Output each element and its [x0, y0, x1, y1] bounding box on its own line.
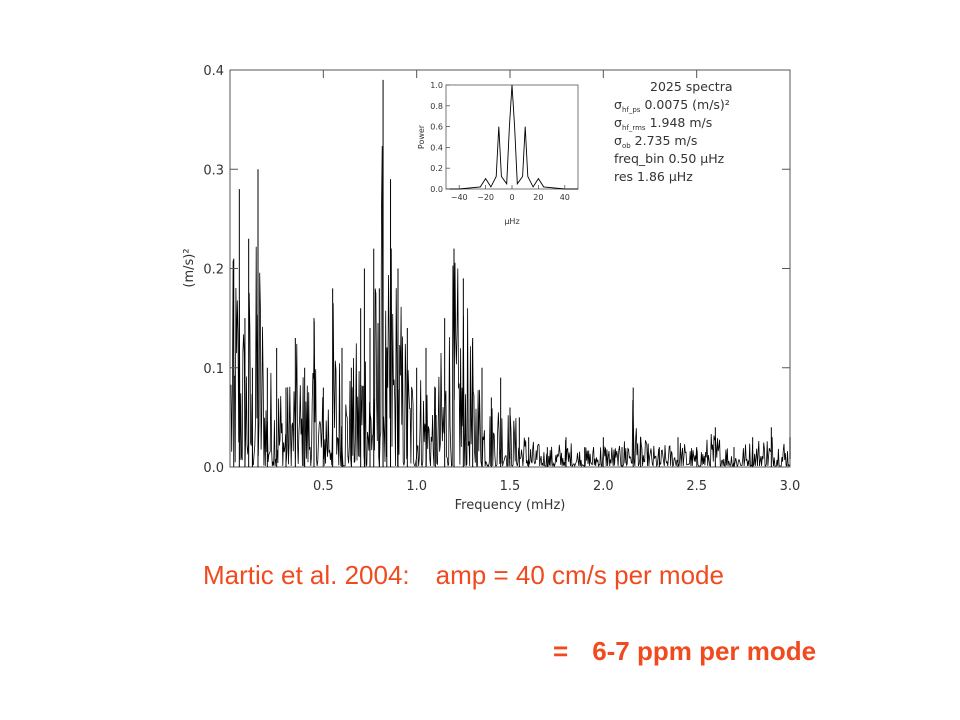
- legend-line: res 1.86 μHz: [614, 169, 693, 184]
- inset-y-tick-label: 0.8: [430, 102, 443, 111]
- main-spectrum-trace: [230, 79, 791, 468]
- x-tick-label: 1.0: [406, 479, 427, 494]
- main-axes: 0.5 1.0 1.5 2.0 2.5 3.0 0.0 0.1 0.2 0.3 0.4: [203, 64, 800, 494]
- y-tick-label: 0.0: [203, 461, 224, 476]
- inset-background: [446, 85, 578, 189]
- legend-line: σhf_ps 0.0075 (m/s)²: [614, 97, 730, 114]
- inset-x-tick-label: −40: [451, 193, 468, 202]
- x-axis-label: Frequency (mHz): [455, 498, 566, 513]
- inset-x-axis-label: μHz: [504, 217, 519, 226]
- x-tick-label: 0.5: [313, 479, 334, 494]
- legend-line: freq_bin 0.50 μHz: [614, 151, 725, 166]
- inset-y-tick-label: 0.4: [430, 143, 443, 152]
- inset-window-function-trace: [446, 84, 578, 190]
- inset-x-tick-label: 20: [533, 193, 543, 202]
- legend-title: 2025 spectra: [650, 79, 733, 94]
- x-tick-label: 2.5: [686, 479, 707, 494]
- inset-x-tick-label: 0: [509, 193, 514, 202]
- inset-axes: −40 −20 0 20 40 0.0 0.2 0.4 0.6 0.8 1.0: [430, 81, 570, 202]
- inset-y-tick-label: 0.2: [430, 164, 443, 173]
- legend-line: σob 2.735 m/s: [614, 133, 697, 150]
- inset-x-tick-label: −20: [477, 193, 494, 202]
- caption-reference: Martic et al. 2004: amp = 40 cm/s per mod…: [203, 560, 724, 591]
- y-tick-label: 0.2: [203, 263, 224, 278]
- caption-ppm: 6-7 ppm per mode: [592, 636, 817, 666]
- caption-amplitude: amp = 40 cm/s per mode: [435, 560, 724, 590]
- caption-conversion: = 6-7 ppm per mode: [553, 636, 816, 667]
- inset-y-tick-label: 0.0: [430, 185, 443, 194]
- inset-y-tick-label: 0.6: [430, 123, 443, 132]
- inset-x-tick-label: 40: [560, 193, 570, 202]
- caption-citation: Martic et al. 2004:: [203, 560, 410, 590]
- x-tick-label: 2.0: [593, 479, 614, 494]
- y-tick-label: 0.1: [203, 362, 224, 377]
- y-axis-label: (m/s)²: [182, 248, 197, 287]
- legend-line: σhf_rms 1.948 m/s: [614, 115, 712, 132]
- inset-y-tick-label: 1.0: [430, 81, 443, 90]
- y-tick-label: 0.4: [203, 64, 224, 79]
- caption-equals: =: [553, 636, 569, 666]
- x-tick-label: 1.5: [500, 479, 521, 494]
- x-tick-label: 3.0: [780, 479, 801, 494]
- inset-y-axis-label: Power: [417, 124, 426, 149]
- inset-window-line: [446, 84, 578, 190]
- y-tick-label: 0.3: [203, 163, 224, 178]
